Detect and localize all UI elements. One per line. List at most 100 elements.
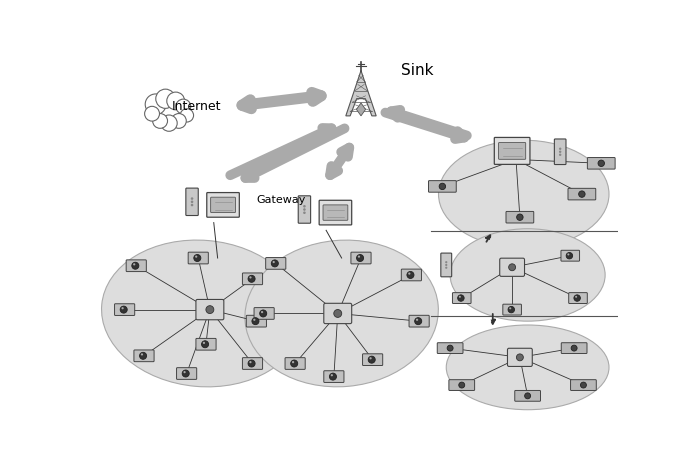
Circle shape: [303, 208, 306, 211]
Circle shape: [191, 201, 193, 203]
Ellipse shape: [447, 325, 609, 410]
Circle shape: [182, 370, 189, 377]
Circle shape: [578, 191, 585, 197]
Circle shape: [303, 212, 306, 214]
Circle shape: [329, 373, 337, 380]
Circle shape: [509, 307, 511, 310]
FancyBboxPatch shape: [561, 343, 587, 354]
Circle shape: [445, 261, 447, 263]
Circle shape: [303, 205, 306, 208]
FancyBboxPatch shape: [196, 299, 224, 320]
Ellipse shape: [151, 102, 183, 120]
FancyBboxPatch shape: [363, 354, 383, 365]
Text: Internet: Internet: [172, 100, 221, 113]
FancyBboxPatch shape: [324, 303, 352, 324]
Circle shape: [334, 310, 341, 318]
Circle shape: [566, 252, 573, 259]
Circle shape: [407, 272, 414, 279]
Circle shape: [195, 256, 197, 258]
FancyBboxPatch shape: [319, 200, 352, 225]
FancyBboxPatch shape: [211, 197, 236, 212]
Circle shape: [145, 106, 159, 121]
Circle shape: [261, 311, 263, 313]
FancyBboxPatch shape: [499, 143, 526, 159]
FancyBboxPatch shape: [503, 304, 521, 315]
Circle shape: [273, 261, 275, 263]
Circle shape: [252, 318, 259, 325]
FancyBboxPatch shape: [508, 348, 532, 366]
FancyBboxPatch shape: [554, 139, 566, 165]
Circle shape: [458, 295, 464, 301]
Circle shape: [183, 371, 185, 373]
FancyBboxPatch shape: [437, 343, 463, 354]
Circle shape: [330, 374, 333, 376]
FancyBboxPatch shape: [177, 368, 196, 379]
FancyBboxPatch shape: [506, 212, 534, 223]
Circle shape: [459, 382, 464, 388]
FancyBboxPatch shape: [188, 252, 208, 264]
Circle shape: [445, 266, 447, 269]
FancyBboxPatch shape: [243, 273, 262, 285]
Circle shape: [459, 296, 461, 298]
Circle shape: [559, 153, 561, 156]
Circle shape: [167, 92, 185, 110]
Circle shape: [517, 214, 523, 220]
Ellipse shape: [102, 240, 303, 387]
FancyBboxPatch shape: [453, 293, 471, 303]
FancyBboxPatch shape: [495, 137, 530, 165]
Circle shape: [416, 318, 418, 321]
Circle shape: [445, 264, 447, 266]
Circle shape: [357, 255, 363, 262]
Circle shape: [260, 310, 267, 317]
Polygon shape: [346, 71, 376, 116]
Circle shape: [132, 262, 139, 269]
Polygon shape: [357, 103, 365, 116]
Circle shape: [408, 272, 410, 275]
Circle shape: [581, 382, 587, 388]
FancyBboxPatch shape: [449, 380, 475, 391]
Circle shape: [291, 360, 297, 367]
Ellipse shape: [245, 240, 438, 387]
FancyBboxPatch shape: [409, 315, 429, 327]
Circle shape: [139, 352, 146, 359]
FancyBboxPatch shape: [266, 257, 286, 269]
Circle shape: [248, 275, 255, 282]
Circle shape: [133, 263, 135, 265]
Circle shape: [571, 345, 577, 351]
FancyBboxPatch shape: [587, 158, 615, 169]
Circle shape: [439, 183, 446, 189]
FancyBboxPatch shape: [323, 205, 348, 220]
FancyBboxPatch shape: [324, 371, 344, 382]
Circle shape: [161, 115, 177, 131]
FancyBboxPatch shape: [254, 308, 274, 319]
FancyBboxPatch shape: [247, 315, 267, 327]
FancyBboxPatch shape: [441, 253, 451, 277]
Circle shape: [191, 204, 193, 206]
FancyBboxPatch shape: [207, 193, 239, 217]
Circle shape: [153, 113, 168, 129]
Ellipse shape: [438, 140, 609, 248]
Circle shape: [574, 295, 581, 301]
Circle shape: [447, 345, 453, 351]
FancyBboxPatch shape: [351, 252, 371, 264]
Circle shape: [176, 99, 191, 114]
FancyBboxPatch shape: [561, 250, 580, 261]
Circle shape: [201, 341, 209, 348]
Ellipse shape: [450, 229, 605, 321]
Circle shape: [156, 89, 175, 108]
Circle shape: [559, 151, 561, 153]
FancyBboxPatch shape: [515, 391, 541, 401]
FancyBboxPatch shape: [196, 339, 216, 350]
Circle shape: [248, 360, 255, 367]
Circle shape: [203, 342, 205, 344]
FancyBboxPatch shape: [126, 260, 146, 272]
Text: Gateway: Gateway: [256, 195, 306, 204]
FancyBboxPatch shape: [186, 188, 199, 216]
Circle shape: [508, 306, 515, 313]
Circle shape: [180, 109, 194, 122]
Circle shape: [598, 160, 605, 166]
Circle shape: [415, 318, 422, 325]
FancyBboxPatch shape: [568, 189, 596, 200]
Circle shape: [358, 256, 360, 258]
Circle shape: [122, 307, 124, 310]
